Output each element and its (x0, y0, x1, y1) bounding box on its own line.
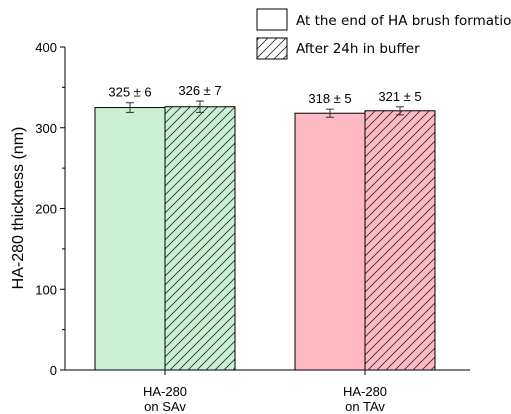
x-tick-label-line2: on SAv (144, 399, 186, 414)
legend-label-series-2: After 24h in buffer (296, 41, 420, 57)
data-label: 326 ± 7 (178, 83, 221, 98)
data-label: 318 ± 5 (308, 91, 351, 106)
legend-swatch-hatched (256, 37, 288, 60)
legend: At the end of HA brush formation After 2… (256, 8, 511, 60)
legend-swatch-solid (256, 8, 288, 31)
legend-label-series-1: At the end of HA brush formation (296, 13, 511, 29)
y-tick-label: 400 (35, 40, 57, 55)
bar (94, 107, 166, 371)
data-label: 321 ± 5 (378, 89, 421, 104)
y-tick-label: 300 (35, 121, 57, 136)
y-tick-label: 200 (35, 202, 57, 217)
x-tick-label-line2: on TAv (345, 399, 385, 414)
y-tick-label: 0 (50, 363, 57, 378)
bar (164, 106, 236, 371)
data-label: 325 ± 6 (108, 85, 151, 100)
bar (294, 112, 366, 371)
x-tick-label-line1: HA-280 (143, 384, 187, 399)
y-axis-title: HA-280 thickness (nm) (10, 127, 27, 290)
bar (364, 110, 436, 371)
x-tick-label-line1: HA-280 (343, 384, 387, 399)
y-tick-label: 100 (35, 282, 57, 297)
